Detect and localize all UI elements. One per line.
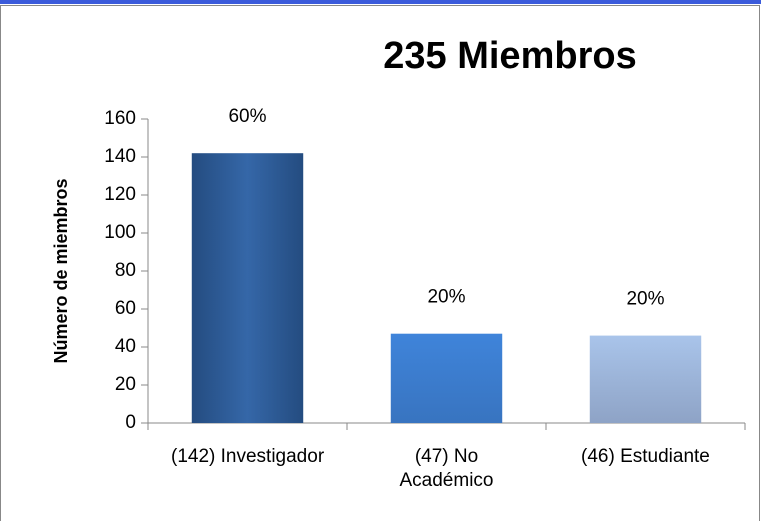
bar [191, 153, 304, 423]
bar-annotation: 20% [427, 287, 465, 308]
y-tick-label: 60 [115, 298, 136, 319]
bar [390, 333, 503, 423]
bar [589, 335, 702, 423]
x-tick-label: (46) Estudiante [581, 446, 710, 467]
y-tick-label: 20 [115, 374, 136, 395]
y-tick-label: 0 [125, 412, 136, 433]
y-axis-label: Número de miembros [51, 178, 71, 363]
top-border [0, 0, 761, 4]
y-tick-label: 160 [104, 108, 136, 129]
chart-frame [0, 5, 760, 521]
bar-annotation: 20% [626, 289, 664, 310]
y-tick-label: 100 [104, 222, 136, 243]
chart-title: 235 Miembros [383, 35, 636, 77]
x-tick-label: (142) Investigador [171, 446, 325, 467]
y-tick-label: 140 [104, 146, 136, 167]
x-tick-label: (47) No Académico [399, 446, 494, 491]
y-tick-label: 40 [115, 336, 136, 357]
y-tick-label: 80 [115, 260, 136, 281]
bar-annotation: 60% [228, 106, 266, 127]
y-tick-label: 120 [104, 184, 136, 205]
